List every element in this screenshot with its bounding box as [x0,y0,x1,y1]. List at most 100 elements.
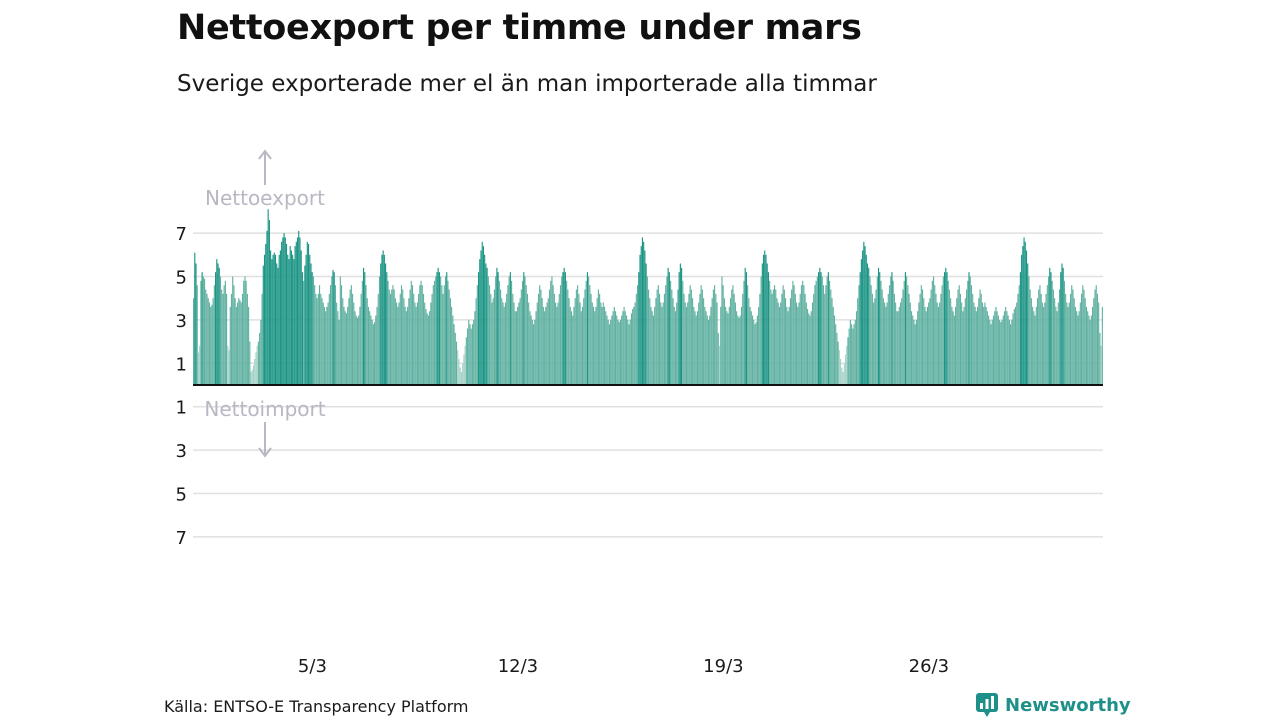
hour-bar [591,302,593,385]
hour-bar [762,254,765,385]
hour-bar [377,293,379,385]
up-arrow-head-icon [258,149,272,160]
hour-bar [342,298,344,385]
hour-bar [569,306,571,385]
hour-bar [895,302,897,385]
hour-bar [245,280,247,385]
hour-bar [1066,302,1068,385]
hour-bar [274,254,277,385]
hour-bar [256,345,258,385]
hour-bar [1049,267,1051,385]
hour-bar [365,285,367,385]
hour-bar [487,276,489,385]
hour-bar [292,254,294,385]
hour-bar [619,319,621,385]
hour-bar [972,293,974,385]
hour-bar [881,289,883,385]
hour-bar [266,230,268,385]
hour-bar [909,302,911,385]
hour-bar [836,332,838,385]
newsworthy-logo[interactable]: Newsworthy [975,692,1131,718]
hour-bar [497,272,499,385]
hour-bar [876,276,878,385]
hour-bar [943,272,946,385]
hour-bar [1012,313,1014,385]
hour-bar [921,289,924,385]
hour-bar [963,306,965,385]
hour-bar [775,289,777,385]
hour-bar [1014,306,1017,385]
hour-bar [627,319,629,385]
hour-bar [294,246,296,385]
hour-bar [1060,272,1062,385]
hour-bar [1029,289,1031,385]
hour-bar [408,298,410,385]
hour-bar [981,302,984,385]
hour-bar [490,293,492,385]
hour-bar [605,311,607,385]
hour-bar [255,352,257,385]
hour-bar [771,293,773,385]
hour-bar [509,272,511,385]
hour-bar [955,306,957,385]
y-tick-label: 5 [176,268,187,289]
hour-bar [940,293,942,385]
hour-bar [914,324,916,385]
hour-bar [235,306,237,385]
hour-bar [636,285,639,385]
hour-bar [1084,298,1086,385]
hour-bar [727,313,729,385]
hour-bar [501,298,503,385]
hour-bar [216,259,218,385]
hour-bar [1000,322,1002,385]
hour-bar [643,241,645,385]
hour-bar [575,289,577,385]
hour-bar [1032,306,1034,385]
hour-bar [265,243,267,385]
hour-bar [890,276,892,385]
hour-bar [699,293,701,385]
hour-bar [1008,319,1010,385]
hour-bar [913,319,915,385]
x-tick-label: 12/3 [498,656,538,677]
hour-bar [751,315,754,385]
hour-bar [361,280,363,385]
hour-bar [366,298,368,385]
hour-bar [1028,276,1030,385]
hour-bar [359,306,361,385]
hour-bar [780,302,782,385]
hour-bar [548,289,551,385]
hour-bar [662,302,664,385]
hour-bar [376,306,378,385]
hour-bar [553,293,555,385]
import-annotation: Nettoimport [204,397,326,458]
hour-bar [551,276,553,385]
hour-bar [422,293,425,385]
hour-bar [311,272,313,385]
hour-bar [261,293,263,385]
hour-bar [301,272,303,385]
hour-bar [432,285,434,385]
hour-bar [846,345,848,385]
hour-bar [418,293,420,385]
hour-bar [995,306,997,385]
hour-bar [215,272,217,385]
hour-bar [1082,285,1084,385]
hour-bar [689,285,691,385]
hour-bar [288,259,290,385]
hour-bar [745,272,747,385]
hour-bar [211,304,213,385]
hour-bar [442,293,444,385]
hour-bar [597,289,599,385]
hour-bar [588,276,590,385]
hour-bar [988,315,990,385]
hour-bar [951,306,953,385]
hour-bar [440,276,442,385]
hour-bar [271,259,273,385]
hour-bar [559,285,562,385]
hour-bar [460,371,462,385]
hour-bar [601,306,603,385]
hour-bar [398,302,400,385]
hour-bar [1025,250,1028,385]
brand-name: Newsworthy [1005,694,1131,716]
